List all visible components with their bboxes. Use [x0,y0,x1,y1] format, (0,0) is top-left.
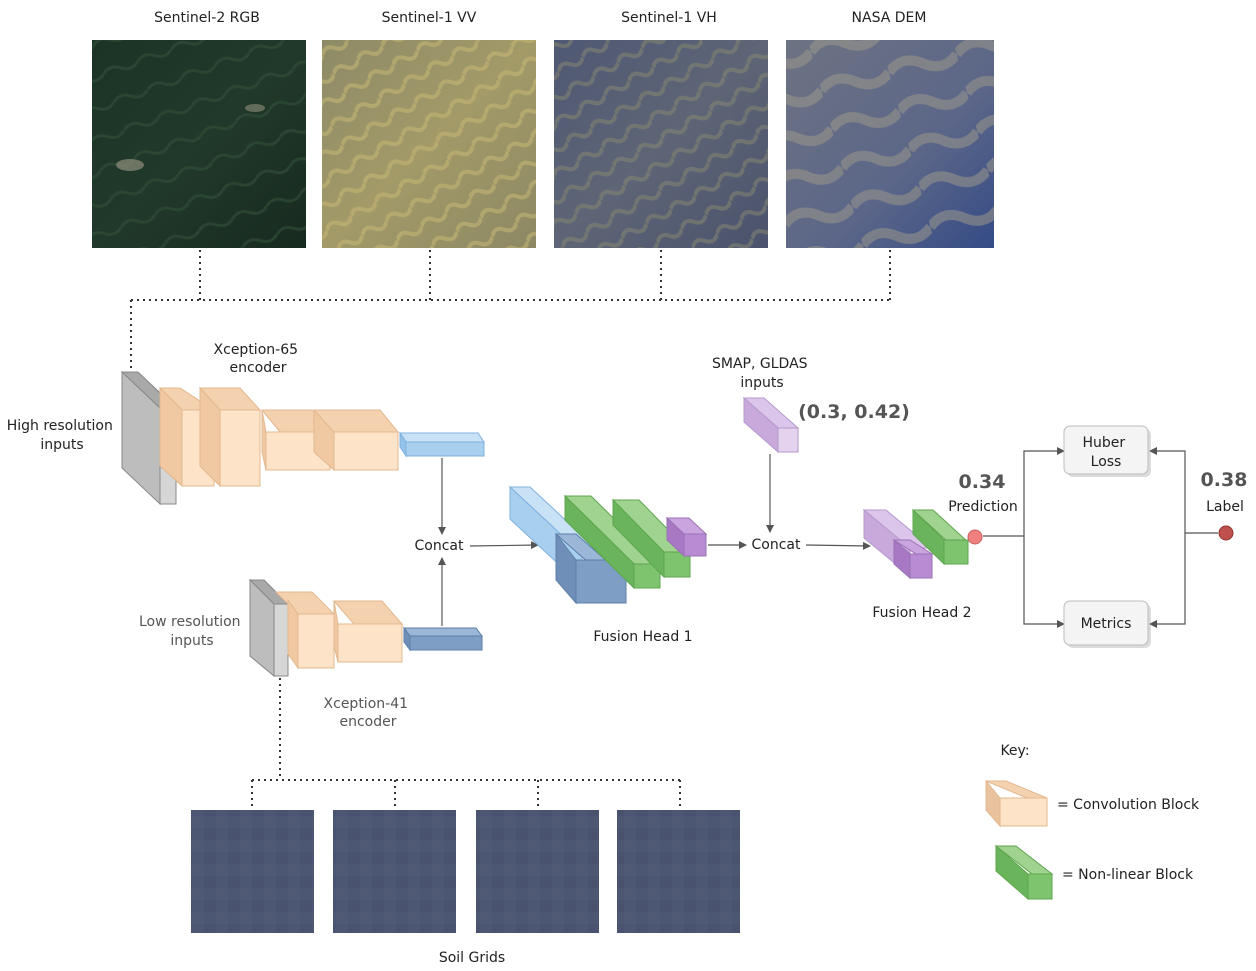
prediction-label: Prediction [948,499,1018,515]
huber-loss-line2: Loss [1091,454,1122,470]
prediction-dot [967,529,983,545]
key-conv-label: = Convolution Block [1057,797,1200,813]
low-res-inputs-label: Low resolution inputs [139,614,245,649]
xception41-conv-block-1 [274,591,336,670]
xception65-line2: encoder [229,360,286,376]
key-nonlinear-block-icon [994,844,1054,901]
prediction-value: 0.34 [959,471,1006,493]
low-res-feature-vector [403,626,483,652]
huber-loss-label: Huber Loss [1082,435,1129,470]
label-dot [1218,525,1234,541]
sentinel2-rgb-image [92,40,306,248]
huber-loss-line1: Huber [1082,435,1125,451]
low-res-inputs-line2: inputs [170,633,213,649]
smap-gldas-line2: inputs [740,375,783,391]
fusion-head-1-label: Fusion Head 1 [593,629,692,645]
fusion-head-2-label: Fusion Head 2 [872,605,971,621]
soil-grid-image-4 [617,810,740,933]
xception41-line1: Xception-41 [324,696,408,712]
soil-grids-connector [251,678,681,810]
concat-1-label: Concat [415,538,464,554]
xception65-line1: Xception-65 [214,342,298,358]
nasa-dem-label: NASA DEM [852,10,927,26]
smap-gldas-label: SMAP, GLDAS inputs [712,356,812,391]
smap-gldas-line1: SMAP, GLDAS [712,356,808,372]
concat-2-label: Concat [752,537,801,553]
xception41-label: Xception-41 encoder [324,696,413,730]
top-images-connector [130,250,891,372]
low-res-inputs-line1: Low resolution [139,614,241,630]
key-title: Key: [1000,743,1029,759]
key-nonlinear-label: = Non-linear Block [1062,867,1194,883]
nasa-dem-image [786,40,994,248]
xception41-line2: encoder [339,714,396,730]
fusion-head-2-purple-block-2 [892,538,934,580]
smap-gldas-values: (0.3, 0.42) [798,401,910,423]
xception65-conv-block-1 [158,386,216,488]
xception65-conv-block-2 [198,386,262,488]
high-res-inputs-line1: High resolution [7,418,113,434]
xception65-conv-block-4 [312,408,400,472]
smap-gldas-input-block [742,396,800,454]
metrics-box: Metrics [1063,600,1151,648]
soil-grid-image-3 [476,810,599,933]
soil-grid-image-1 [191,810,314,933]
high-res-inputs-line2: inputs [40,437,83,453]
loss-metrics-connectors [983,447,1218,628]
sentinel1-vv-image [322,40,536,248]
xception65-label: Xception-65 encoder [214,342,303,376]
huber-loss-box: Huber Loss [1063,425,1151,477]
label-value: 0.38 [1201,469,1248,491]
soil-grids-label: Soil Grids [439,950,505,966]
sentinel1-vh-label: Sentinel-1 VH [621,10,717,26]
sentinel1-vv-label: Sentinel-1 VV [382,10,477,26]
concat1-arrows [438,458,539,626]
concat2-to-fusion2-arrow [805,541,871,550]
fusion-head-2-nonlinear-block [911,508,970,566]
sentinel1-vh-image [554,40,768,248]
key-conv-block-icon [985,779,1048,828]
high-res-inputs-label: High resolution inputs [7,418,118,453]
label-label: Label [1206,499,1244,515]
soil-grid-image-2 [333,810,456,933]
fusion-head-1-purple-block [665,516,708,558]
metrics-label: Metrics [1081,616,1132,632]
fusion-head-1-dark-blue-block [554,532,628,605]
xception41-conv-block-2 [332,600,404,663]
sentinel2-rgb-label: Sentinel-2 RGB [154,10,260,26]
high-res-feature-vector [399,431,485,458]
